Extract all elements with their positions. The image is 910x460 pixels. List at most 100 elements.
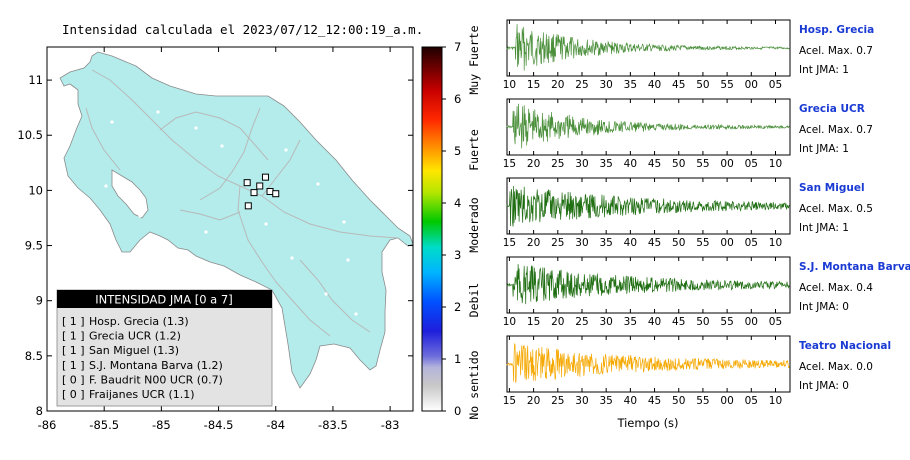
waveform-tick-label: 25 [575, 79, 588, 91]
waveform-tick-label: 50 [672, 158, 685, 170]
waveform-tick-label: 25 [551, 237, 564, 249]
legend-box [56, 289, 273, 407]
waveform-tick-label: 25 [575, 316, 588, 328]
waveform-tick-label: 00 [720, 158, 733, 170]
map-x-tick-label: -85.5 [89, 418, 119, 432]
jma-intensity: Int JMA: 0 [799, 301, 849, 313]
waveform-tick-label: 50 [672, 395, 685, 407]
waveform-tick-label: 05 [745, 395, 758, 407]
colorbar-tick-label: 2 [454, 300, 461, 314]
waveform-tick-label: 05 [769, 316, 782, 328]
station-name: S.J. Montana Barva [799, 261, 910, 273]
waveform-tick-label: 15 [527, 79, 540, 91]
legend-item-name: Grecia UCR (1.2) [89, 330, 181, 343]
map-x-tick-label: -85 [152, 418, 171, 432]
waveform-tick-label: 20 [551, 79, 564, 91]
map-x-tick-label: -84.5 [204, 418, 234, 432]
waveform-trace [506, 264, 790, 305]
jma-intensity: Int JMA: 1 [799, 222, 849, 234]
colorbar-categories: No sentido Debil Moderado Fuerte Muy Fuerte [467, 25, 481, 419]
legend-title: INTENSIDAD JMA [0 a 7] [95, 293, 232, 307]
acceleration-max: Acel. Max. 0.7 [799, 45, 873, 57]
map-x-tick-label: -83 [381, 418, 400, 432]
legend-header [57, 290, 272, 308]
legend-item-code: [ 1 ] [62, 330, 85, 343]
waveform-panel: 15 20 25 30 35 40 45 50 55 00 05 10 San Miguel Acel. … [503, 177, 873, 249]
legend-item-code: [ 1 ] [62, 359, 85, 372]
waveform-tick-label: 05 [769, 79, 782, 91]
waveform-tick-label: 45 [672, 79, 685, 91]
map-axes: -86 -85.5 -85 -84.5 -84 -83.5 -83 11 10.5 10 9.5 9 8… [17, 47, 413, 432]
station-marker [243, 179, 251, 187]
waveform-tick-label: 20 [527, 395, 540, 407]
legend-item-code: [ 1 ] [62, 344, 85, 357]
colorbar-category-label: Muy Fuerte [467, 25, 481, 94]
colorbar-tick-label: 6 [454, 92, 461, 106]
station-name: Teatro Nacional [799, 340, 891, 352]
waveform-panels: 10 15 20 25 30 35 40 45 50 55 00 05 Hosp. Grecia Acel… [503, 19, 910, 407]
map-x-tick-label: -83.5 [318, 418, 348, 432]
colorbar-category-label: No sentido [467, 350, 481, 419]
waveform-tick-label: 40 [624, 237, 637, 249]
map-title: Intensidad calculada el 2023/07/12_12:00… [62, 22, 424, 37]
legend-item-name: F. Baudrit N00 UCR (0.7) [89, 373, 223, 386]
legend-item: [ 1 ] S.J. Montana Barva (1.2) [62, 359, 223, 372]
waveform-tick-label: 15 [503, 237, 516, 249]
waveform-tick-label: 35 [624, 79, 637, 91]
jma-intensity: Int JMA: 0 [799, 380, 849, 392]
waveform-tick-label: 10 [769, 237, 782, 249]
legend-item: [ 1 ] Grecia UCR (1.2) [62, 330, 181, 343]
waveform-tick-label: 50 [696, 79, 709, 91]
colorbar-category-label: Debil [467, 283, 481, 318]
acceleration-max: Acel. Max. 0.7 [799, 124, 873, 136]
waveform-xlabel: Tiempo (s) [616, 416, 678, 430]
legend-item-name: S.J. Montana Barva (1.2) [89, 359, 223, 372]
map-frame [46, 46, 414, 412]
station-marker [261, 173, 269, 181]
waveform-tick-label: 30 [575, 395, 588, 407]
waveform-tick-label: 10 [769, 158, 782, 170]
colorbar-category-label: Fuerte [467, 129, 481, 171]
waveform-tick-label: 25 [551, 395, 564, 407]
legend-item-code: [ 1 ] [62, 315, 85, 328]
map-x-tick-label: -86 [38, 418, 57, 432]
colorbar-category-label: Moderado [467, 197, 481, 252]
map-y-tick-label: 11 [28, 73, 43, 87]
station-marker [250, 189, 258, 197]
station-marker [256, 182, 264, 190]
waveform-tick-label: 55 [720, 79, 733, 91]
waveform-tick-label: 45 [648, 237, 661, 249]
town-markers [104, 110, 358, 316]
waveform-tick-label: 20 [527, 237, 540, 249]
waveform-tick-label: 00 [745, 316, 758, 328]
nicoya-gulf [111, 169, 149, 219]
waveform-tick-label: 35 [599, 395, 612, 407]
waveform-panel: 15 20 25 30 35 40 45 50 55 00 05 10 Teatro Nacional A… [503, 335, 891, 407]
colorbar-tick-label: 5 [454, 144, 461, 158]
waveform-tick-label: 55 [696, 395, 709, 407]
legend-item-code: [ 0 ] [62, 388, 85, 401]
colorbar-tick-label: 3 [454, 248, 461, 262]
waveform-trace [506, 103, 790, 149]
waveform-tick-label: 15 [503, 395, 516, 407]
colorbar-tick-label: 4 [454, 196, 461, 210]
colorbar-tick-label: 0 [454, 404, 461, 418]
stations-layer [243, 173, 280, 210]
legend-item: [ 0 ] Fraijanes UCR (1.1) [62, 388, 195, 401]
waveform-trace [506, 185, 790, 227]
legend-item: [ 1 ] Hosp. Grecia (1.3) [62, 315, 189, 328]
waveform-tick-label: 30 [575, 158, 588, 170]
legend-items: [ 1 ] Hosp. Grecia (1.3) [ 1 ] Grecia UCR (… [62, 315, 223, 401]
waveform-tick-label: 35 [599, 158, 612, 170]
station-name: Grecia UCR [799, 103, 865, 115]
waveform-tick-label: 30 [575, 237, 588, 249]
waveform-tick-label: 35 [599, 237, 612, 249]
legend-item-name: San Miguel (1.3) [89, 344, 179, 357]
legend-item: [ 0 ] F. Baudrit N00 UCR (0.7) [62, 373, 223, 386]
map-y-tick-label: 10.5 [17, 128, 43, 142]
legend-item: [ 1 ] San Miguel (1.3) [62, 344, 179, 357]
waveform-tick-label: 15 [503, 158, 516, 170]
waveform-tick-label: 55 [696, 237, 709, 249]
waveform-tick-label: 20 [527, 158, 540, 170]
